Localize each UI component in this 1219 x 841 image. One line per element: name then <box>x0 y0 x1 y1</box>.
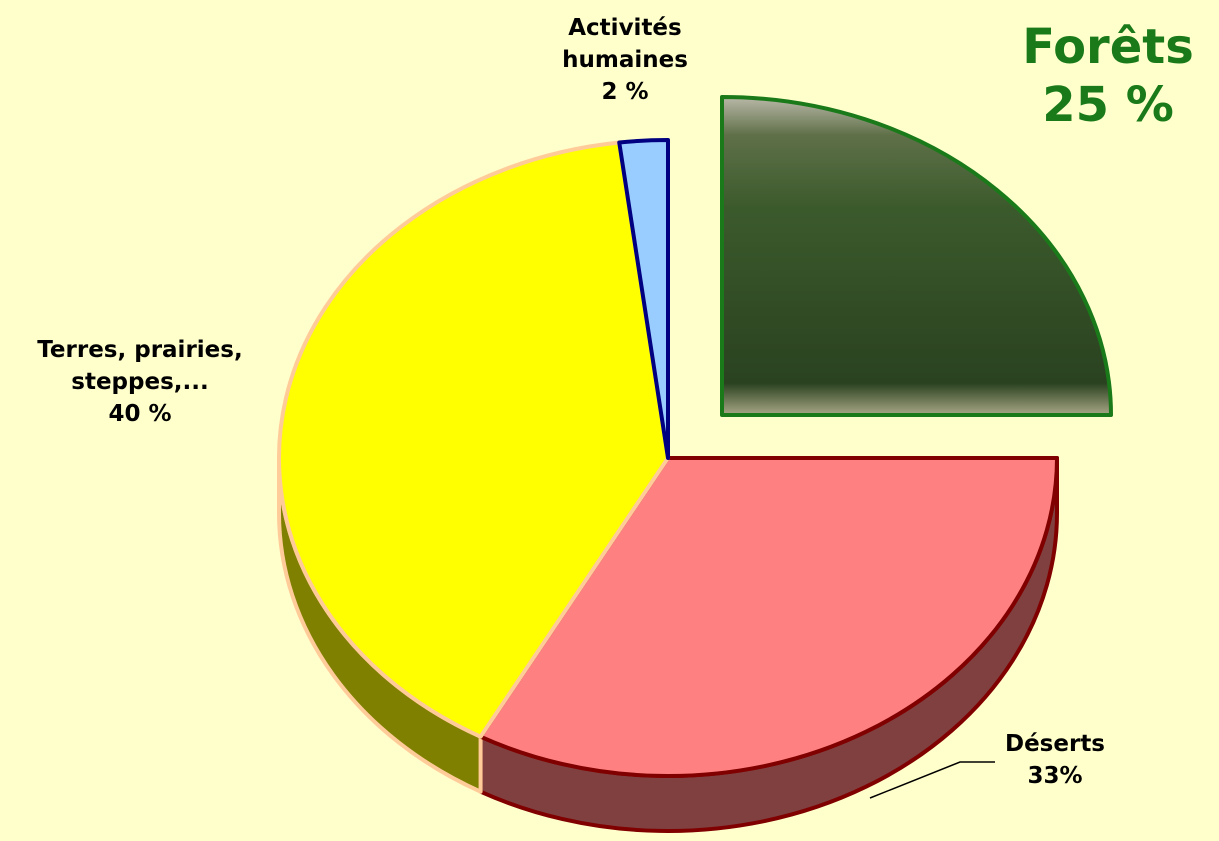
pie-slice <box>617 138 670 460</box>
slice-label: Activités humaines 2 % <box>545 12 705 108</box>
pie-slice <box>277 140 670 739</box>
leader-line <box>869 761 995 799</box>
value-label: 33% <box>1027 763 1083 789</box>
slice-label: Forêts 25 % <box>1022 18 1194 134</box>
category-label: Déserts <box>1004 731 1106 757</box>
value-label: 2 % <box>601 79 649 105</box>
category-label: Activités humaines <box>562 15 688 73</box>
category-label: Terres, prairies, steppes,... <box>37 337 243 395</box>
category-label: Forêts <box>1022 19 1194 75</box>
slice-label: Déserts 33% <box>1005 728 1105 792</box>
value-label: 40 % <box>108 401 172 427</box>
pie-slice <box>720 95 1113 417</box>
value-label: 25 % <box>1042 77 1174 133</box>
pie-slice <box>478 456 1059 778</box>
slice-label: Terres, prairies, steppes,... 40 % <box>5 334 275 430</box>
